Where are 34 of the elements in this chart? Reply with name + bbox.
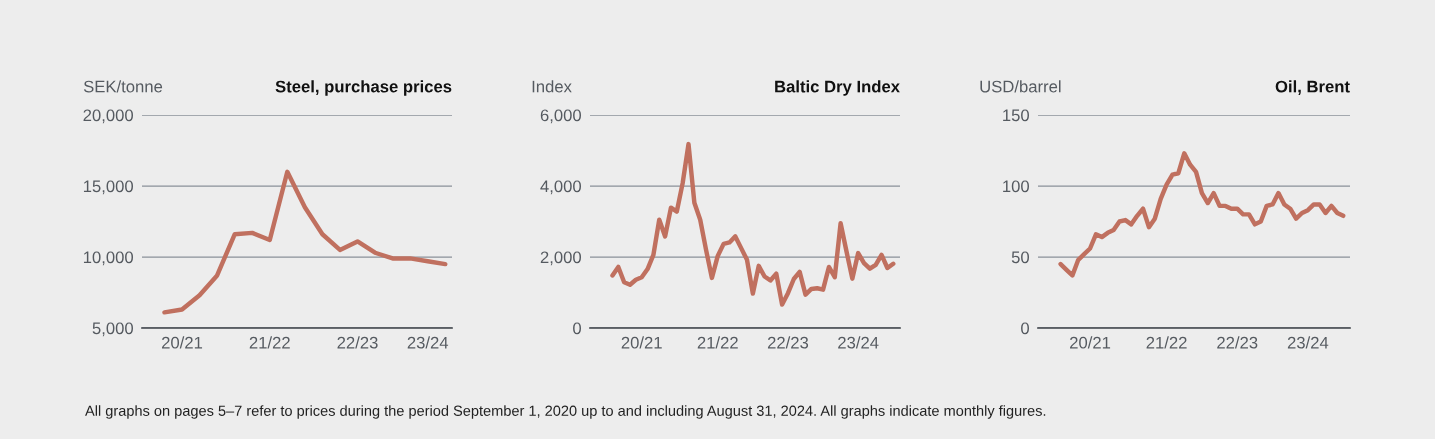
x-tick-label: 20/21 — [1070, 336, 1111, 349]
chart-title: Steel, purchase prices — [275, 80, 452, 96]
y-axis-title: Index — [532, 80, 572, 93]
y-tick-label: 5,000 — [92, 322, 134, 337]
y-tick-label: 150 — [1003, 109, 1030, 122]
y-tick-label: 20,000 — [83, 109, 134, 124]
y-tick-label: 50 — [1011, 251, 1030, 264]
y-tick-label: 15,000 — [83, 180, 134, 195]
chart-title: Oil, Brent — [1275, 80, 1350, 95]
x-tick-label: 22/23 — [337, 336, 378, 349]
line-series — [162, 169, 448, 315]
y-tick-label: 6,000 — [540, 109, 582, 124]
x-tick-label: 20/21 — [621, 336, 662, 349]
x-tick-label: 20/21 — [162, 336, 203, 349]
line-series — [610, 141, 896, 307]
y-tick-label: 4,000 — [540, 180, 582, 195]
x-tick-label: 21/22 — [697, 336, 738, 349]
x-tick-label: 21/22 — [1146, 336, 1187, 349]
y-tick-label: 10,000 — [83, 251, 134, 266]
x-tick-label: 22/23 — [1217, 336, 1258, 349]
x-tick-label: 23/24 — [1287, 336, 1329, 349]
y-tick-label: 2,000 — [540, 251, 582, 266]
x-tick-label: 23/24 — [838, 336, 879, 349]
y-tick-label: 0 — [573, 322, 582, 335]
y-tick-label: 100 — [1003, 180, 1030, 193]
y-axis-title: USD/barrel — [980, 80, 1061, 93]
y-axis-title: SEK/tonne — [83, 80, 163, 93]
x-tick-label: 23/24 — [407, 336, 449, 349]
x-tick-label: 22/23 — [767, 336, 809, 349]
line-series — [1058, 151, 1346, 278]
chart-title: Baltic Dry Index — [775, 80, 900, 96]
text: All graphs on pages 5–7 refer to prices during the period September 1, 2020 up to and including August 31, 2024. All graphs indicate monthly figures. — [85, 405, 1046, 419]
x-tick-label: 21/22 — [249, 336, 290, 349]
y-tick-label: 0 — [1021, 322, 1030, 335]
